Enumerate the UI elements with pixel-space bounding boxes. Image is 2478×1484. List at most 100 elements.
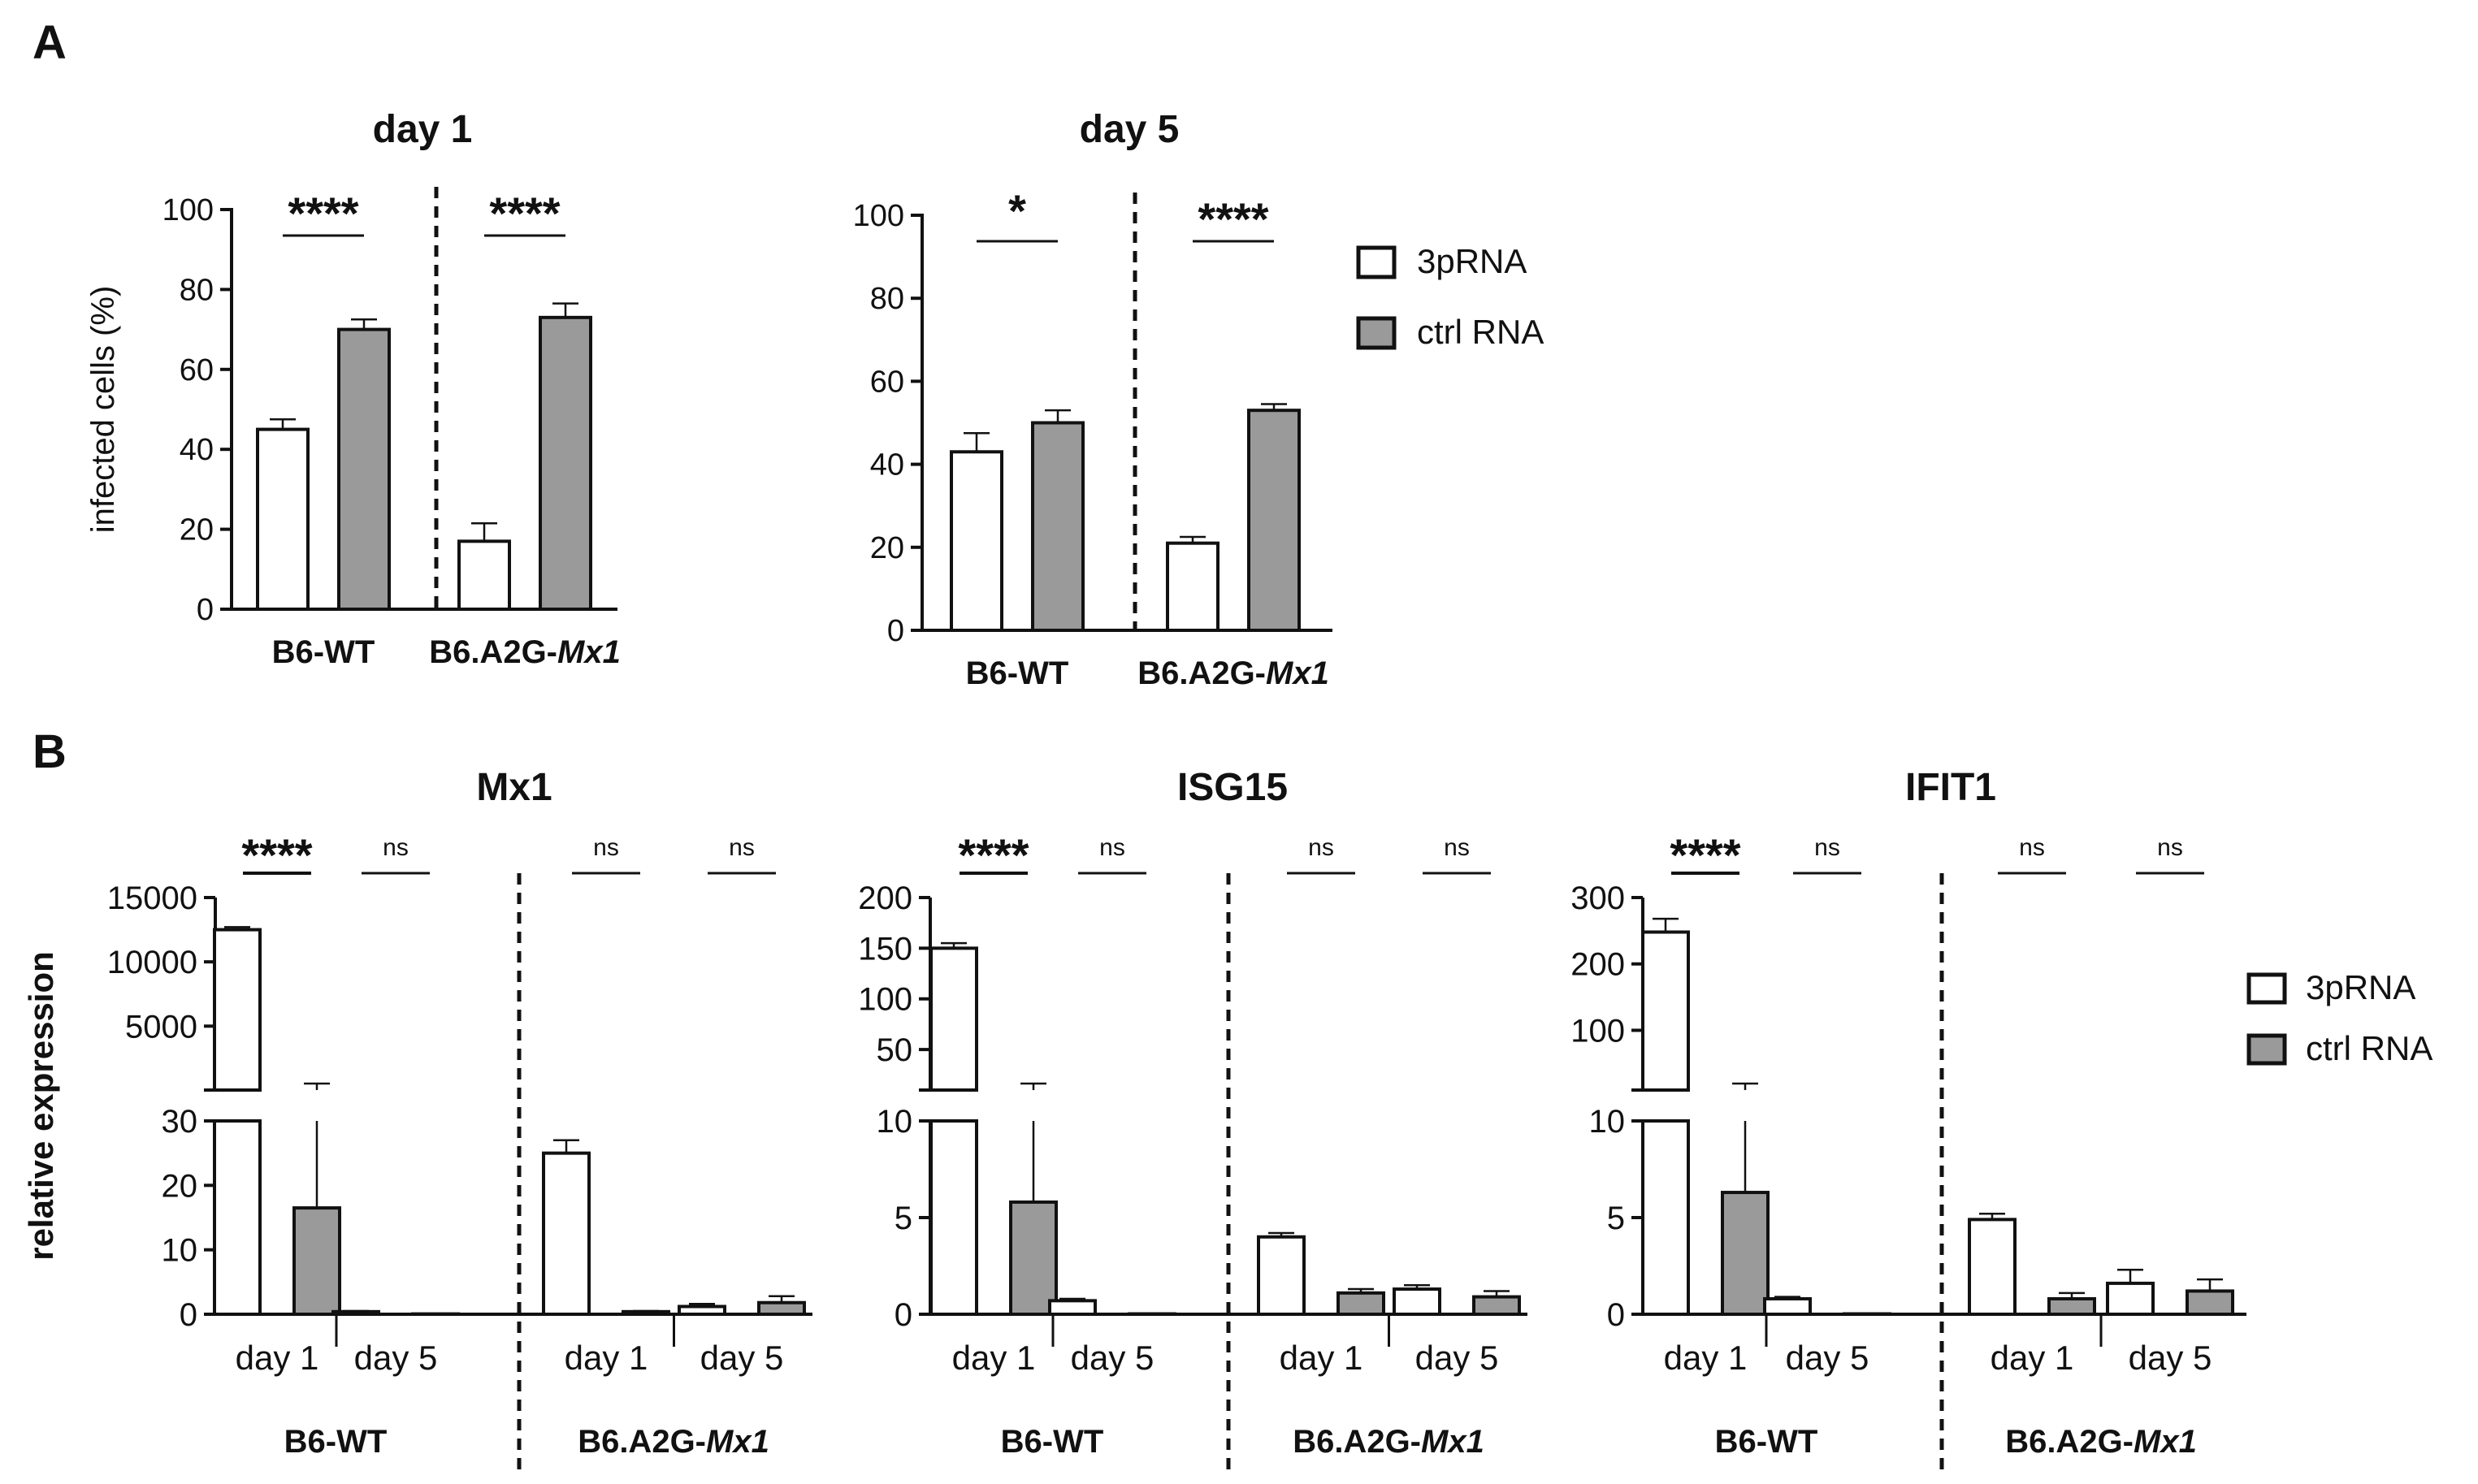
group-label: B6.A2G-Mx1 — [1293, 1424, 1484, 1460]
x-category-label: day 1 — [1664, 1339, 1748, 1377]
y-tick-label: 60 — [870, 365, 904, 399]
x-category-label: day 5 — [2129, 1339, 2212, 1377]
y-tick-label: 10 — [162, 1233, 198, 1269]
y-tick-label: 5 — [895, 1201, 912, 1236]
significance-label: ns — [2157, 834, 2183, 861]
bar — [1009, 1200, 1058, 1316]
bar — [2186, 1289, 2234, 1316]
x-category-label: day 5 — [1415, 1339, 1499, 1377]
y-tick-label: 10 — [877, 1104, 913, 1140]
significance-label: ns — [1814, 834, 1840, 861]
group-label: B6.A2G-Mx1 — [2005, 1424, 2197, 1460]
group-label: B6-WT — [966, 655, 1069, 691]
y-tick-label: 30 — [162, 1104, 198, 1140]
group-label: B6.A2G-Mx1 — [578, 1424, 769, 1460]
y-tick-label: 100 — [858, 982, 912, 1018]
bar — [2047, 1296, 2096, 1316]
y-tick-label: 100 — [1570, 1013, 1625, 1049]
bar — [1393, 1287, 1441, 1317]
significance-label: **** — [958, 829, 1029, 880]
significance-label: ns — [2019, 834, 2045, 861]
group-label: B6.A2G-Mx1 — [1137, 655, 1329, 691]
significance-label: ns — [729, 834, 755, 861]
y-tick-label: 200 — [1570, 947, 1625, 983]
y-axis-label: relative expression — [22, 951, 60, 1261]
bar — [1336, 1291, 1385, 1316]
x-category-label: day 1 — [952, 1339, 1036, 1377]
bar — [331, 1309, 380, 1316]
significance-label: **** — [489, 188, 560, 239]
bar — [292, 1206, 341, 1316]
bar — [256, 427, 310, 611]
y-tick-label: 80 — [870, 282, 904, 316]
y-tick-label: 10000 — [107, 945, 197, 980]
significance-label: ns — [1444, 834, 1470, 861]
y-tick-label: 60 — [180, 353, 214, 387]
bar — [539, 315, 592, 611]
bar-upper — [213, 928, 262, 1092]
group-label: B6-WT — [1715, 1424, 1818, 1460]
significance-label: ns — [1099, 834, 1125, 861]
significance-label: ns — [383, 834, 409, 861]
y-tick-label: 5 — [1607, 1201, 1625, 1236]
y-tick-label: 0 — [1607, 1297, 1625, 1333]
group-label: B6.A2G-Mx1 — [429, 634, 621, 670]
bar — [622, 1309, 670, 1316]
bar — [1247, 409, 1301, 632]
x-category-label: day 1 — [236, 1339, 319, 1377]
legend-label: 3pRNA — [2306, 968, 2415, 1006]
bar — [1721, 1191, 1770, 1317]
legend-swatch — [2246, 972, 2287, 1005]
legend-label: ctrl RNA — [2306, 1029, 2433, 1067]
legend-label: ctrl RNA — [1417, 313, 1544, 351]
group-label: B6-WT — [272, 634, 375, 670]
bar-upper — [1641, 930, 1690, 1092]
y-tick-label: 20 — [162, 1168, 198, 1204]
y-tick-label: 0 — [895, 1297, 912, 1333]
y-tick-label: 10 — [1589, 1104, 1626, 1140]
bar — [1472, 1295, 1521, 1316]
bar — [337, 327, 391, 611]
x-category-label: day 5 — [354, 1339, 438, 1377]
bar-lower — [1641, 1119, 1690, 1316]
bar — [2106, 1281, 2155, 1317]
legend-swatch — [1356, 316, 1397, 350]
bar — [950, 450, 1003, 633]
legend-label: 3pRNA — [1417, 242, 1527, 280]
group-label: B6-WT — [284, 1424, 388, 1460]
chart-title: IFIT1 — [1905, 766, 1996, 809]
y-axis-label: infected cells (%) — [85, 286, 121, 534]
bar — [1257, 1235, 1306, 1317]
bar — [1968, 1218, 2017, 1317]
panel-b-label: B — [32, 725, 67, 778]
bar-lower — [929, 1119, 978, 1316]
y-tick-label: 15000 — [107, 880, 197, 916]
x-category-label: day 1 — [565, 1339, 648, 1377]
x-category-label: day 1 — [1991, 1339, 2074, 1377]
y-tick-label: 20 — [180, 513, 214, 547]
y-tick-label: 0 — [180, 1297, 197, 1333]
bar — [1763, 1296, 1812, 1316]
significance-label: **** — [1198, 193, 1268, 244]
y-tick-label: 200 — [858, 880, 912, 916]
bar — [1166, 541, 1220, 632]
bar — [542, 1151, 591, 1316]
y-tick-label: 0 — [197, 593, 214, 627]
y-tick-label: 40 — [870, 448, 904, 482]
y-tick-label: 40 — [180, 433, 214, 467]
y-tick-label: 100 — [162, 193, 214, 227]
x-category-label: day 5 — [1071, 1339, 1155, 1377]
bar — [1048, 1299, 1097, 1316]
chart-title: day 1 — [373, 108, 473, 151]
bar — [457, 539, 511, 611]
x-category-label: day 5 — [1786, 1339, 1869, 1377]
legend-swatch — [2246, 1033, 2287, 1066]
bar-upper — [929, 946, 978, 1092]
bar — [757, 1300, 806, 1316]
x-category-label: day 5 — [700, 1339, 784, 1377]
y-tick-label: 100 — [853, 199, 904, 233]
bar-lower — [213, 1119, 262, 1316]
group-label: B6-WT — [1001, 1424, 1104, 1460]
